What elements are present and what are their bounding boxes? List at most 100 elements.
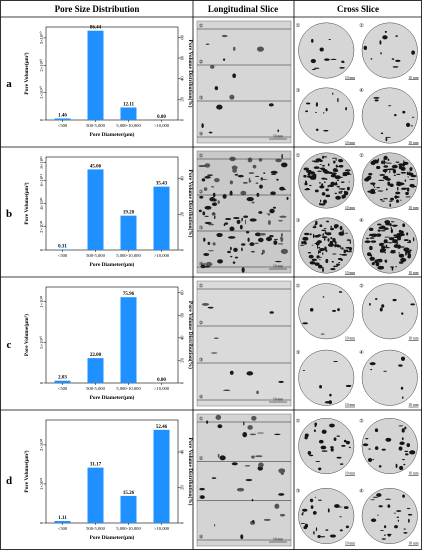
scale-bar-label: 10 mm (408, 271, 418, 275)
pore-mark (327, 163, 330, 167)
pore-mark (328, 38, 331, 41)
pore-mark (405, 453, 409, 456)
scale-bar-label: 10 mm (345, 271, 355, 275)
pore-mark (323, 181, 326, 184)
x-tick-label: 500-5,000 (86, 386, 105, 392)
pore-mark (394, 114, 397, 117)
pore-mark (241, 267, 245, 273)
pore-mark (337, 308, 340, 312)
bar-chart-a: 0 1×10¹⁰ 2×10¹⁰ 3×10¹⁰ 0 20 40 60 80 1.46 <500 86.4… (23, 26, 194, 138)
pore-mark (260, 177, 263, 181)
right-tick-label: 20 (180, 211, 185, 216)
bar-value-label: 86.44 (90, 26, 102, 31)
pore-mark (313, 67, 320, 69)
pore-mark (216, 104, 223, 110)
pore-mark (394, 225, 396, 228)
bar-chart-b: 0 2×10¹¹ 4×10¹¹ 6×10¹¹ 8×10¹¹ 0 20 40 0.31 <500 45… (23, 156, 194, 268)
pore-mark (311, 38, 314, 43)
pore-mark (319, 159, 323, 163)
pore-mark (334, 241, 337, 244)
pore-mark (216, 232, 223, 238)
pore-mark (300, 244, 305, 246)
slice-number: ④ (359, 350, 364, 356)
y2-axis-title: Pore Volume Distribution(%) (187, 170, 194, 238)
slice-number: ① (199, 284, 204, 290)
pore-mark (378, 465, 382, 468)
pore-mark (396, 183, 398, 186)
pore-mark (408, 239, 411, 243)
pore-mark (364, 240, 371, 244)
pore-mark (319, 266, 324, 269)
pore-mark (302, 240, 307, 245)
pore-mark (249, 218, 257, 222)
pore-mark (341, 60, 345, 63)
pore-mark (345, 107, 347, 111)
pore-mark (403, 528, 407, 530)
pore-mark (330, 174, 337, 178)
pore-mark (328, 400, 332, 405)
pore-mark (370, 240, 377, 243)
bar (54, 380, 71, 383)
pore-mark (247, 237, 250, 242)
pore-mark (279, 215, 287, 218)
pore-mark (327, 238, 330, 242)
pore-mark (243, 421, 245, 426)
pore-mark (404, 179, 407, 183)
pore-mark (278, 380, 284, 383)
left-tick-label: 2×10¹¹ (39, 438, 44, 451)
pore-mark (341, 194, 346, 199)
pore-mark (345, 384, 352, 388)
pore-mark (411, 185, 417, 188)
cross-section-disc (361, 87, 418, 144)
pore-mark (323, 238, 326, 241)
pore-mark (373, 97, 380, 99)
pore-mark (219, 455, 226, 461)
pore-mark (400, 246, 405, 248)
pore-mark (383, 165, 389, 168)
pore-mark (339, 225, 343, 231)
pore-mark (400, 257, 407, 262)
scale-bar-label: 10 mm (345, 141, 355, 145)
pore-mark (317, 240, 322, 244)
pore-mark (279, 186, 285, 191)
pore-mark (339, 463, 344, 465)
row-label-a: a (6, 78, 12, 90)
pore-mark (315, 102, 318, 107)
pore-mark (362, 443, 369, 447)
pore-mark (212, 212, 215, 214)
pore-mark (372, 182, 375, 187)
pore-mark (400, 183, 405, 185)
pore-mark (383, 525, 387, 529)
pore-mark (395, 161, 400, 163)
pore-mark (401, 428, 405, 433)
pore-mark (223, 223, 226, 227)
pore-mark (241, 217, 243, 222)
pore-mark (406, 232, 409, 236)
pore-mark (390, 221, 395, 223)
pore-mark (234, 256, 239, 259)
pore-mark (372, 496, 378, 498)
cross-slices-c: ① 10 mm ② 10 mm ③ 10 mm ④ 10 mm (296, 283, 419, 408)
pore-mark (330, 268, 336, 271)
pore-mark (381, 538, 386, 540)
pore-mark (312, 173, 317, 177)
pore-mark (369, 237, 375, 239)
pore-mark (380, 266, 384, 270)
pore-mark (380, 52, 382, 55)
y-axis-title: Pore Volume(μm³) (23, 52, 30, 94)
pore-mark (303, 174, 307, 178)
pore-mark (221, 34, 228, 38)
pore-mark (198, 209, 202, 213)
pore-mark (382, 35, 388, 40)
pore-mark (374, 99, 379, 102)
pore-mark (385, 188, 388, 191)
pore-mark (395, 59, 401, 62)
pore-mark (251, 498, 254, 502)
pore-mark (251, 201, 255, 204)
pore-mark (315, 461, 321, 463)
cross-section-disc (298, 418, 355, 474)
pore-mark (345, 525, 349, 529)
pore-mark (377, 223, 382, 226)
pore-mark (341, 253, 348, 256)
